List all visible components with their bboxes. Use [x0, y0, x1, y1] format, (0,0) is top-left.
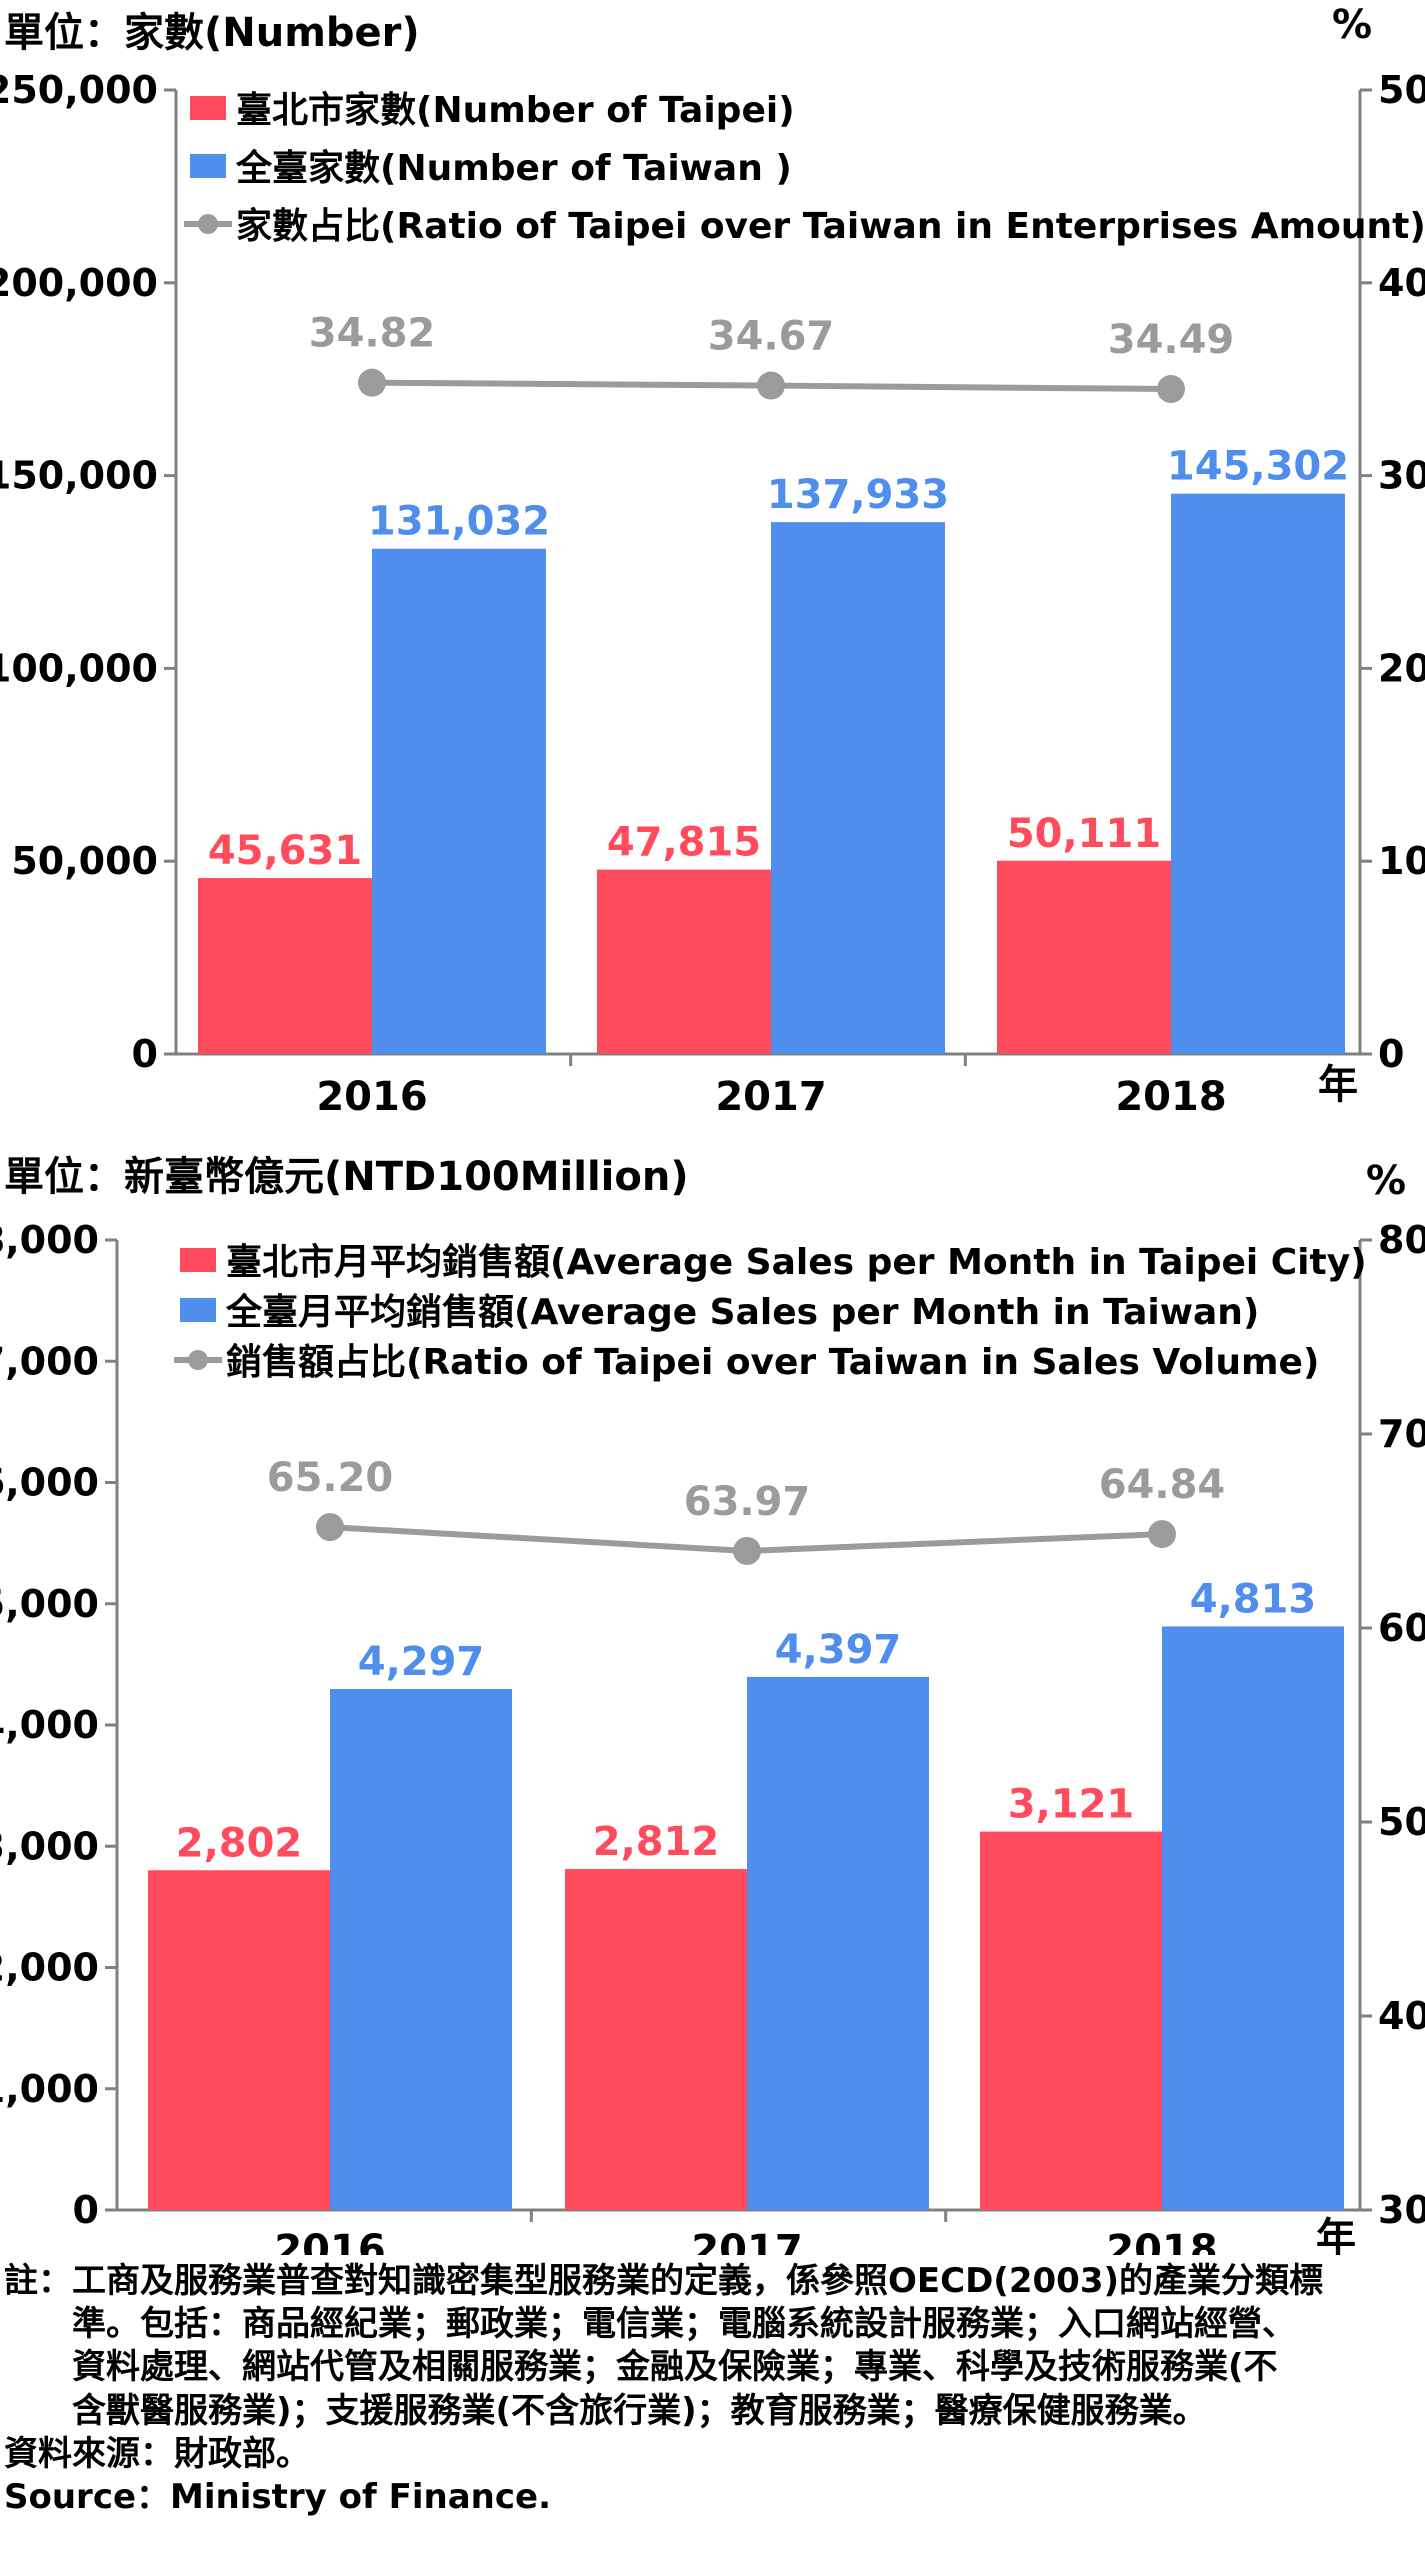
- right-tick-label: 10: [1378, 839, 1425, 883]
- legend-label: 臺北市月平均銷售額(Average Sales per Month in Tai…: [226, 1241, 1367, 1283]
- year-suffix: 年: [1316, 2215, 1356, 2255]
- left-tick-label: 2,000: [0, 1946, 99, 1990]
- category-label: 2016: [316, 1074, 427, 1120]
- note-line: 含獸醫服務業)；支援服務業(不含旅行業)；教育服務業；醫療保健服務業。: [4, 2390, 1207, 2431]
- category-label: 2016: [274, 2227, 385, 2255]
- left-tick-label: 200,000: [0, 261, 158, 305]
- right-tick-label: 0: [1378, 1032, 1404, 1076]
- left-tick-label: 150,000: [0, 454, 158, 498]
- left-tick-label: 4,000: [0, 1703, 99, 1747]
- ratio-point: [757, 371, 785, 400]
- left-tick-label: 0: [132, 1032, 158, 1076]
- left-tick-label: 6,000: [0, 1461, 99, 1505]
- legend-swatch: [190, 154, 226, 178]
- ratio-point: [358, 368, 386, 397]
- chart-enterprises: 單位：家數(Number) % 0 50,000 100,000 150,000 200…: [0, 0, 1425, 1130]
- data-label: 131,032: [368, 499, 550, 545]
- right-tick-label: 80: [1378, 1218, 1425, 1262]
- left-tick-label: 3,000: [0, 1824, 99, 1868]
- bar-taiwan: [771, 522, 945, 1054]
- bar-taiwan: [330, 1688, 512, 2210]
- right-tick-label: 30: [1378, 2188, 1425, 2232]
- chart2-unit-label: 單位：新臺幣億元(NTD100Million): [4, 1154, 689, 1200]
- category-label: 2018: [1106, 2227, 1217, 2255]
- ratio-label: 64.84: [1099, 1462, 1226, 1508]
- legend-swatch: [190, 96, 226, 120]
- left-tick-label: 5,000: [0, 1582, 99, 1626]
- legend-swatch-marker: [198, 214, 218, 234]
- bar-taipei: [980, 1831, 1162, 2210]
- data-label: 45,631: [208, 828, 362, 874]
- chart1-unit-label: 單位：家數(Number): [4, 10, 420, 56]
- category-label: 2018: [1115, 1074, 1226, 1120]
- left-tick-label: 7,000: [0, 1339, 99, 1383]
- left-tick-label: 0: [73, 2188, 99, 2232]
- data-label: 137,933: [767, 472, 949, 518]
- legend-label: 家數占比(Ratio of Taipei over Taiwan in Ente…: [236, 206, 1425, 247]
- chart1-svg: 0 50,000 100,000 150,000 200,000 250,000 0 10 20…: [0, 68, 1425, 1120]
- data-label: 47,815: [607, 820, 761, 866]
- data-label: 50,111: [1007, 811, 1161, 857]
- legend-label: 全臺月平均銷售額(Average Sales per Month in Taiw…: [225, 1291, 1259, 1333]
- ratio-point: [733, 1536, 761, 1565]
- data-label: 4,397: [775, 1627, 902, 1673]
- note-line: 準。包括：商品經紀業；郵政業；電信業；電腦系統設計服務業；入口網站經營、: [4, 2304, 1296, 2345]
- chart-sales: 單位：新臺幣億元(NTD100Million) % 0 1,000 2,000 3,0…: [0, 1140, 1425, 2255]
- chart1-right-unit: %: [1332, 2, 1373, 48]
- data-label: 4,813: [1190, 1576, 1317, 1622]
- bar-taipei: [148, 1870, 330, 2210]
- bar-taipei: [597, 869, 771, 1054]
- right-tick-label: 50: [1378, 1800, 1425, 1844]
- note-line: 註：工商及服務業普查對知識密集型服務業的定義，係參照OECD(2003)的產業分…: [4, 2261, 1324, 2301]
- data-label: 2,802: [176, 1820, 303, 1866]
- right-tick-label: 30: [1378, 454, 1425, 498]
- left-tick-label: 50,000: [11, 839, 158, 883]
- bar-taiwan: [372, 548, 546, 1054]
- bar-taipei: [997, 860, 1171, 1054]
- legend-label: 銷售額占比(Ratio of Taipei over Taiwan in Sal…: [226, 1341, 1319, 1383]
- right-tick-label: 70: [1378, 1412, 1425, 1456]
- category-label: 2017: [715, 1074, 826, 1120]
- right-tick-label: 40: [1378, 261, 1425, 305]
- chart2-right-unit: %: [1366, 1158, 1407, 1204]
- data-label: 145,302: [1167, 444, 1349, 490]
- ratio-point: [1148, 1520, 1176, 1549]
- bar-taipei: [198, 878, 372, 1054]
- ratio-label: 63.97: [684, 1479, 811, 1525]
- bar-taiwan: [1162, 1626, 1344, 2210]
- right-tick-label: 50: [1378, 68, 1425, 112]
- bar-taiwan: [747, 1676, 929, 2210]
- source-en: Source：Ministry of Finance.: [4, 2476, 551, 2517]
- ratio-label: 65.20: [267, 1455, 394, 1501]
- ratio-point: [316, 1513, 344, 1542]
- year-suffix: 年: [1318, 1062, 1358, 1108]
- left-tick-label: 250,000: [0, 68, 158, 112]
- legend-label: 臺北市家數(Number of Taipei): [236, 90, 795, 131]
- bar-taipei: [565, 1869, 747, 2210]
- footnotes: 註：工商及服務業普查對知識密集型服務業的定義，係參照OECD(2003)的產業分…: [4, 2260, 1424, 2519]
- ratio-label: 34.82: [309, 311, 436, 357]
- legend-label: 全臺家數(Number of Taiwan ): [235, 147, 792, 189]
- source-zh: 資料來源：財政部。: [4, 2433, 310, 2474]
- note-line: 資料處理、網站代管及相關服務業；金融及保險業；專業、科學及技術服務業(不: [4, 2347, 1278, 2388]
- data-label: 4,297: [358, 1639, 485, 1685]
- left-tick-label: 1,000: [0, 2067, 99, 2111]
- left-tick-label: 8,000: [0, 1218, 99, 1262]
- data-label: 2,812: [593, 1819, 720, 1865]
- right-tick-label: 20: [1378, 646, 1425, 690]
- legend-swatch: [180, 1248, 216, 1272]
- data-label: 3,121: [1008, 1782, 1135, 1828]
- left-tick-label: 100,000: [0, 646, 158, 690]
- bar-taiwan: [1171, 493, 1345, 1055]
- category-label: 2017: [691, 2227, 802, 2255]
- chart2-svg: 0 1,000 2,000 3,000 4,000 5,000 6,000 7,000 8,00…: [0, 1218, 1425, 2255]
- legend-swatch: [180, 1298, 216, 1322]
- ratio-label: 34.67: [708, 314, 835, 360]
- legend-swatch-marker: [188, 1350, 208, 1370]
- right-tick-label: 60: [1378, 1606, 1425, 1650]
- ratio-label: 34.49: [1108, 317, 1235, 363]
- right-tick-label: 40: [1378, 1994, 1425, 2038]
- ratio-point: [1157, 375, 1185, 404]
